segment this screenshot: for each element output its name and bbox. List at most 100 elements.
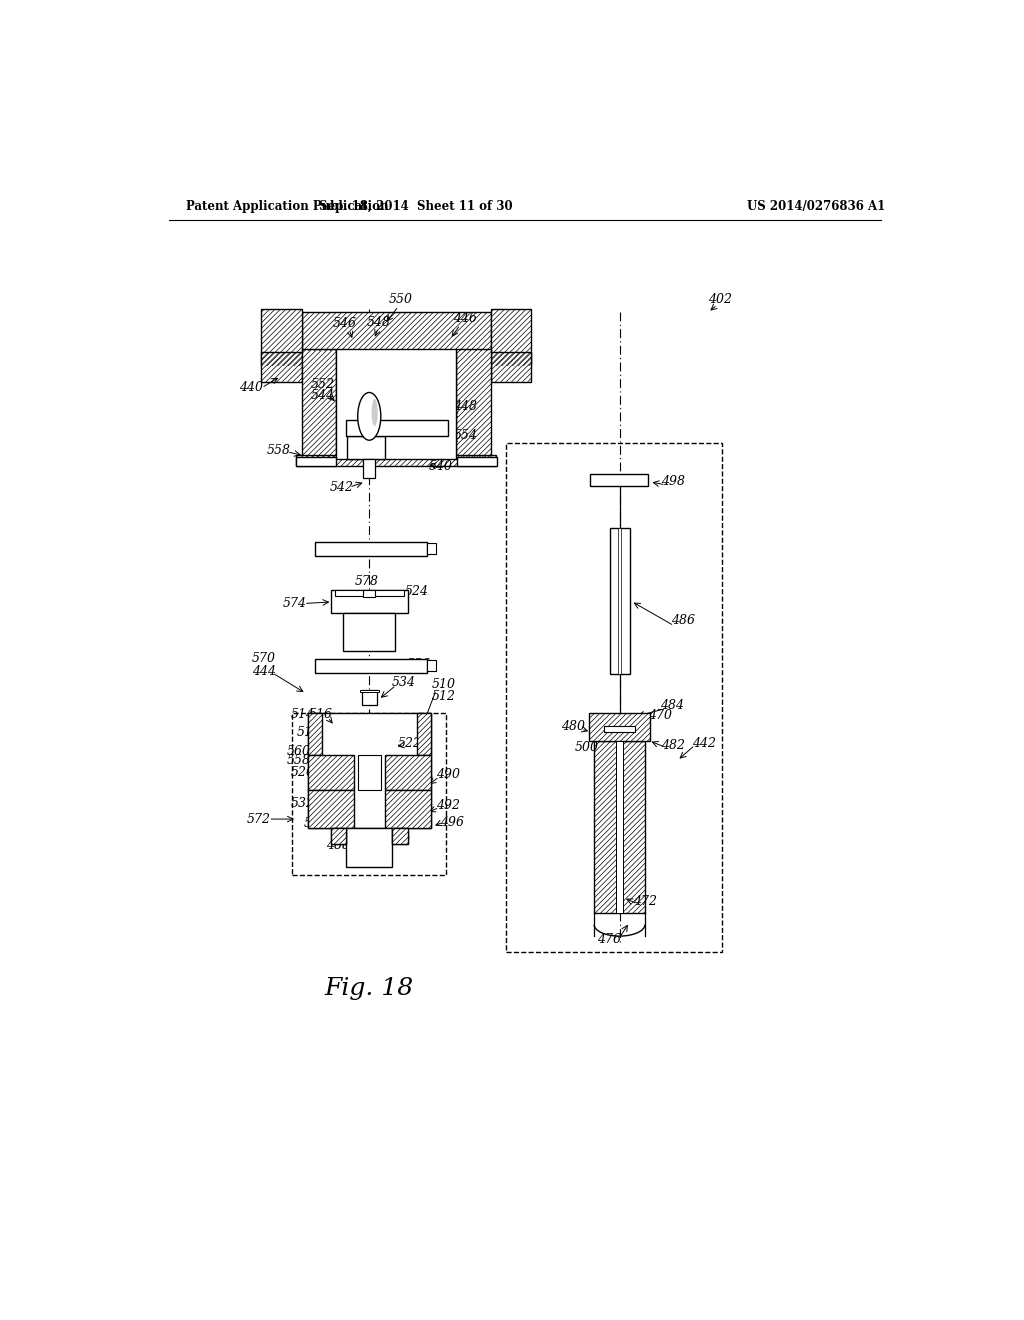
Text: 558: 558 bbox=[267, 445, 291, 458]
Text: 480: 480 bbox=[561, 721, 586, 733]
Text: 470: 470 bbox=[648, 709, 673, 722]
Text: Sep. 18, 2014  Sheet 11 of 30: Sep. 18, 2014 Sheet 11 of 30 bbox=[318, 199, 512, 213]
Polygon shape bbox=[301, 350, 336, 459]
Text: 550: 550 bbox=[389, 293, 413, 306]
Text: 514: 514 bbox=[291, 708, 315, 721]
Text: US 2014/0276836 A1: US 2014/0276836 A1 bbox=[746, 199, 885, 213]
Text: 488: 488 bbox=[327, 838, 350, 851]
Bar bbox=[357, 755, 381, 789]
Polygon shape bbox=[331, 829, 346, 843]
Text: 572: 572 bbox=[247, 813, 270, 825]
Bar bbox=[616, 742, 623, 913]
Text: 510: 510 bbox=[432, 677, 456, 690]
Text: 496: 496 bbox=[440, 816, 465, 829]
Polygon shape bbox=[490, 352, 531, 381]
Bar bbox=[346, 829, 392, 867]
Polygon shape bbox=[385, 755, 431, 789]
Text: 402: 402 bbox=[708, 293, 731, 306]
Text: 516: 516 bbox=[309, 708, 333, 721]
Polygon shape bbox=[261, 309, 301, 367]
Text: 530: 530 bbox=[312, 808, 337, 821]
Polygon shape bbox=[392, 829, 408, 843]
Text: 558: 558 bbox=[287, 754, 310, 767]
Bar bbox=[315, 659, 427, 673]
Text: 440: 440 bbox=[240, 381, 263, 395]
Text: 482: 482 bbox=[662, 739, 685, 751]
Bar bbox=[364, 590, 376, 598]
Text: 578: 578 bbox=[355, 576, 379, 589]
Bar bbox=[609, 528, 630, 675]
Text: 512: 512 bbox=[432, 690, 456, 704]
Bar bbox=[392, 829, 408, 843]
Text: 540: 540 bbox=[429, 459, 453, 473]
Polygon shape bbox=[307, 755, 354, 789]
Ellipse shape bbox=[357, 392, 381, 441]
Bar bbox=[343, 612, 395, 651]
Text: 576: 576 bbox=[349, 614, 374, 627]
Text: Patent Application Publication: Patent Application Publication bbox=[186, 199, 388, 213]
Text: 492: 492 bbox=[436, 799, 460, 812]
Polygon shape bbox=[307, 789, 354, 829]
Bar bbox=[361, 690, 377, 705]
Polygon shape bbox=[296, 455, 497, 466]
Polygon shape bbox=[457, 350, 490, 459]
Text: 532: 532 bbox=[291, 797, 315, 810]
Bar bbox=[457, 457, 497, 466]
Ellipse shape bbox=[372, 399, 378, 426]
Text: 546: 546 bbox=[333, 317, 356, 330]
Bar bbox=[427, 544, 436, 554]
Polygon shape bbox=[385, 789, 431, 829]
Text: 490: 490 bbox=[436, 768, 460, 781]
Text: Fig. 18: Fig. 18 bbox=[325, 977, 414, 1001]
Text: 504: 504 bbox=[367, 834, 390, 847]
Text: 544: 544 bbox=[310, 389, 334, 403]
Text: 554: 554 bbox=[454, 429, 477, 442]
Text: 552: 552 bbox=[310, 379, 334, 391]
Text: 486: 486 bbox=[672, 614, 695, 627]
Bar bbox=[331, 829, 346, 843]
Bar bbox=[590, 474, 648, 486]
Bar bbox=[506, 444, 722, 952]
Polygon shape bbox=[307, 713, 322, 755]
Text: 580: 580 bbox=[403, 546, 427, 560]
Text: 550: 550 bbox=[424, 420, 447, 433]
Bar bbox=[346, 420, 447, 436]
Text: 476: 476 bbox=[597, 933, 622, 946]
Text: 522: 522 bbox=[398, 737, 422, 750]
Text: 534: 534 bbox=[392, 676, 416, 689]
Bar bbox=[347, 436, 385, 459]
Text: 574: 574 bbox=[283, 597, 306, 610]
Polygon shape bbox=[417, 713, 431, 755]
Polygon shape bbox=[301, 313, 490, 351]
Text: 448: 448 bbox=[454, 400, 477, 413]
Text: 498: 498 bbox=[662, 475, 685, 488]
Text: 442: 442 bbox=[692, 737, 716, 750]
Text: 556: 556 bbox=[407, 657, 430, 671]
Text: 500: 500 bbox=[386, 834, 411, 847]
Text: 528: 528 bbox=[304, 817, 328, 830]
Bar bbox=[335, 590, 403, 595]
Text: 560: 560 bbox=[287, 744, 310, 758]
Text: 542: 542 bbox=[330, 482, 353, 495]
Bar bbox=[604, 726, 635, 733]
Bar bbox=[315, 541, 427, 556]
Text: 526: 526 bbox=[291, 767, 315, 779]
Bar bbox=[427, 660, 436, 671]
Text: 444: 444 bbox=[252, 665, 275, 678]
Bar bbox=[292, 713, 446, 875]
Bar bbox=[364, 459, 376, 478]
Text: 518: 518 bbox=[296, 726, 321, 739]
Text: 500: 500 bbox=[574, 741, 598, 754]
Text: 484: 484 bbox=[659, 698, 684, 711]
Bar bbox=[331, 590, 408, 612]
Polygon shape bbox=[589, 713, 650, 742]
Text: 548: 548 bbox=[367, 315, 390, 329]
Text: 570: 570 bbox=[252, 652, 275, 665]
Bar bbox=[617, 528, 621, 675]
Polygon shape bbox=[261, 352, 301, 381]
Bar bbox=[296, 457, 336, 466]
Text: 472: 472 bbox=[633, 895, 657, 908]
Polygon shape bbox=[594, 742, 645, 913]
Bar bbox=[336, 350, 457, 459]
Text: 446: 446 bbox=[454, 312, 477, 325]
